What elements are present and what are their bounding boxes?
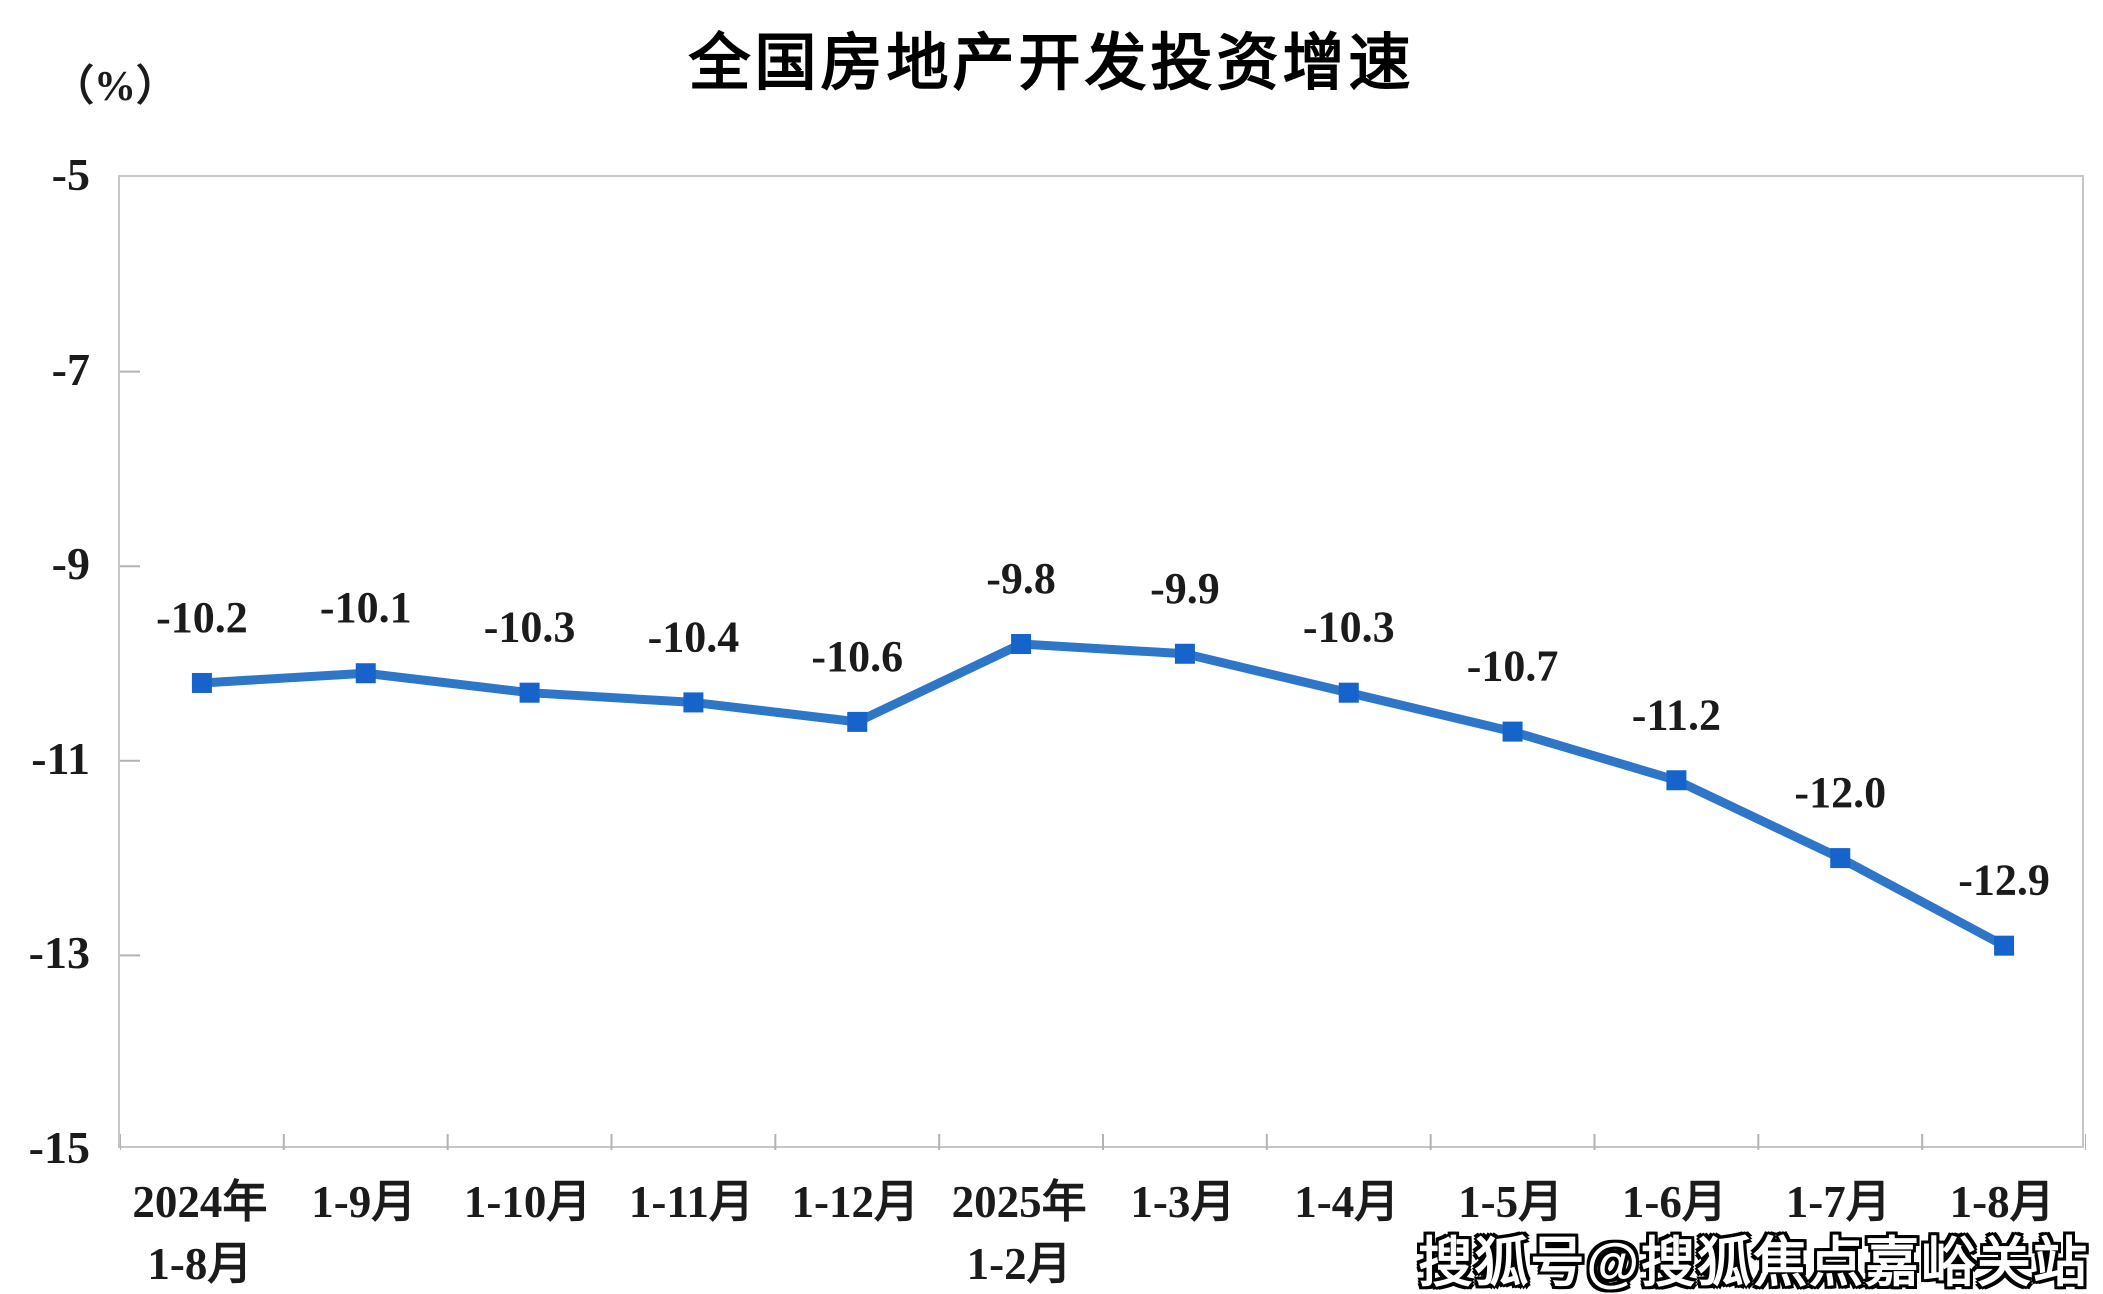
- plot-area: -10.2 -10.1 -10.3 -10.4 -10.6 -9.8 -9.9 -10.3 -1…: [118, 175, 2086, 1150]
- y-axis-unit-label: （%）: [52, 64, 179, 110]
- x-axis-tick-label: 1-5月: [1458, 1177, 1564, 1227]
- x-axis-tick-label: 1-11月: [628, 1177, 754, 1227]
- chart-title: 全国房地产开发投资增速: [688, 29, 1415, 98]
- x-axis-tick-label: 1-6月: [1621, 1177, 1727, 1227]
- data-point-label: -10.7: [1467, 642, 1559, 691]
- y-axis-tick-label: -15: [28, 1122, 90, 1173]
- data-point-label: -12.9: [1958, 856, 2050, 905]
- y-axis-tick-label: -7: [51, 343, 90, 395]
- data-point-label: -10.3: [484, 603, 576, 652]
- x-axis-tick-label: 1-2月: [966, 1239, 1072, 1289]
- y-axis-tick-label: -5: [51, 149, 90, 200]
- y-axis-tick-label: -11: [31, 732, 90, 784]
- data-point-marker: [1502, 721, 1523, 742]
- data-point-label: -10.2: [156, 593, 248, 642]
- x-axis-tick-label: 1-8月: [1949, 1177, 2055, 1227]
- x-axis-tick-label: 1-4月: [1294, 1177, 1400, 1227]
- data-point-marker: [1174, 643, 1195, 664]
- data-point-marker: [1338, 682, 1359, 703]
- data-point-marker: [1666, 770, 1687, 791]
- x-axis-tick-label: 1-7月: [1785, 1177, 1891, 1227]
- x-axis-tick-label: 1-12月: [791, 1177, 920, 1227]
- x-axis-tick-label: 1-3月: [1130, 1177, 1236, 1227]
- y-axis-tick-label: -13: [28, 927, 90, 979]
- data-point-label: -10.1: [320, 583, 412, 632]
- data-point-label: -9.8: [986, 554, 1056, 603]
- line-series-svg: -10.2 -10.1 -10.3 -10.4 -10.6 -9.8 -9.9 -10.3 -1…: [120, 370, 2086, 1150]
- data-point-label: -12.0: [1794, 768, 1886, 817]
- data-point-label: -11.2: [1632, 690, 1721, 739]
- data-point-label: -10.6: [811, 632, 903, 681]
- x-axis-tick-label: 2024年: [132, 1177, 268, 1227]
- data-point-label: -9.9: [1150, 564, 1220, 613]
- watermark: 搜狐号@搜狐焦点嘉峪关站: [1418, 1233, 2089, 1293]
- x-axis-tick-label: 1-10月: [463, 1177, 592, 1227]
- data-point-label: -10.4: [648, 612, 740, 661]
- data-point-marker: [355, 663, 376, 684]
- series-line: [197, 639, 2009, 951]
- data-point-label: -10.3: [1303, 603, 1395, 652]
- y-axis-tick-label: -9: [51, 538, 90, 590]
- data-point-marker: [1011, 634, 1032, 655]
- data-point-marker: [1830, 848, 1851, 869]
- x-axis-tick-label: 1-9月: [311, 1177, 417, 1227]
- data-point-marker: [191, 672, 212, 693]
- x-axis-tick-label: 1-8月: [147, 1239, 253, 1289]
- data-point-marker: [519, 682, 540, 703]
- data-point-marker: [683, 692, 704, 713]
- data-point-marker: [847, 711, 868, 732]
- x-axis-tick-label: 2025年: [951, 1177, 1087, 1227]
- data-point-marker: [1994, 935, 2015, 956]
